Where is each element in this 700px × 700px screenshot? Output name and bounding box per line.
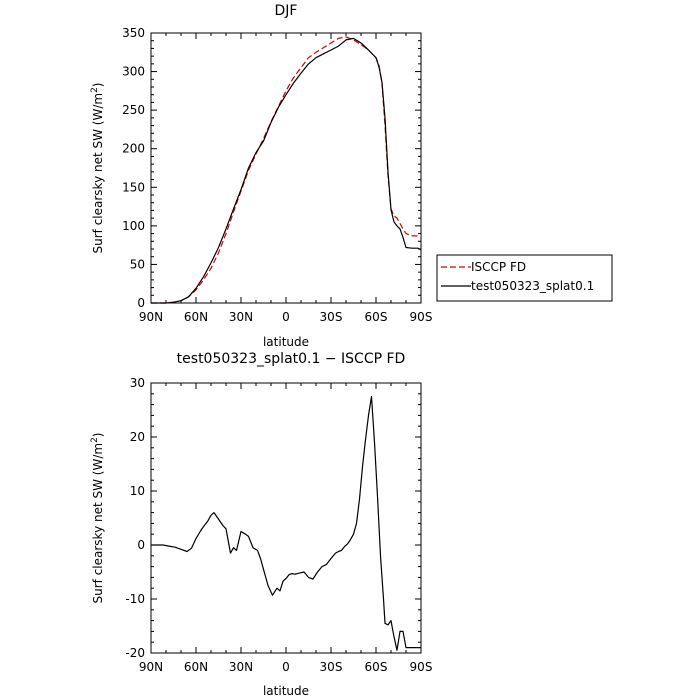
bottom-x-tick-label: 30S (320, 660, 343, 674)
top-x-axis: 90N 60N 30N 0 30S 60S 90S (139, 33, 433, 324)
bottom-plot-area (150, 382, 422, 654)
bottom-y-tick-label: 10 (130, 484, 145, 498)
bottom-x-tick-label: 90N (139, 660, 163, 674)
legend-label-test: test050323_splat0.1 (471, 279, 594, 293)
bottom-panel: test050323_splat0.1 − ISCCP FD 90N 60N 30N… (90, 351, 432, 698)
bottom-x-axis-title: latitude (263, 684, 309, 698)
top-series-line-0 (151, 36, 421, 304)
bottom-series-line-0 (151, 395, 421, 651)
top-x-tick-label: 90N (139, 310, 163, 324)
bottom-y-tick-label: 20 (130, 430, 145, 444)
bottom-panel-title: test050323_splat0.1 − ISCCP FD (177, 351, 406, 367)
bottom-y-tick-label: -10 (125, 592, 145, 606)
bottom-y-tick-label: -20 (125, 646, 145, 660)
top-y-tick-label: 250 (122, 103, 145, 117)
bottom-series-group (151, 395, 421, 651)
top-x-tick-label: 30N (229, 310, 253, 324)
legend: ISCCP FD test050323_splat0.1 (436, 254, 613, 302)
top-panel-title: DJF (275, 3, 298, 19)
top-x-tick-label: 30S (320, 310, 343, 324)
top-y-tick-label: 350 (122, 26, 145, 40)
top-y-tick-label: 0 (137, 296, 145, 310)
top-x-tick-label: 60S (365, 310, 388, 324)
top-x-tick-label: 90S (410, 310, 433, 324)
bottom-y-axis: -20 -10 0 10 20 30 (125, 376, 421, 660)
bottom-x-axis: 90N 60N 30N 0 30S 60S 90S (139, 383, 433, 674)
bottom-x-tick-label: 90S (410, 660, 433, 674)
top-series-line-1 (151, 37, 422, 304)
bottom-y-axis-title: Surf clearsky net SW (W/m2) (90, 433, 105, 604)
top-panel: DJF 90N 60N 30N 0 30S 60S 90S 0 50 100 150 200 250 3… (90, 3, 432, 349)
bottom-x-tick-label: 60N (184, 660, 208, 674)
legend-label-isccp: ISCCP FD (471, 260, 526, 274)
top-y-tick-label: 200 (122, 142, 145, 156)
top-y-tick-label: 50 (130, 257, 145, 271)
legend-box (436, 254, 613, 302)
bottom-y-tick-label: 30 (130, 376, 145, 390)
bottom-y-tick-label: 0 (137, 538, 145, 552)
top-y-axis-title: Surf clearsky net SW (W/m2) (90, 83, 105, 254)
bottom-x-tick-label: 30N (229, 660, 253, 674)
top-y-tick-label: 300 (122, 65, 145, 79)
top-x-tick-label: 0 (282, 310, 290, 324)
top-x-tick-label: 60N (184, 310, 208, 324)
bottom-x-tick-label: 60S (365, 660, 388, 674)
top-y-axis: 0 50 100 150 200 250 300 350 (122, 26, 421, 310)
top-x-axis-title: latitude (263, 335, 309, 349)
top-y-tick-label: 100 (122, 219, 145, 233)
top-series-group (151, 36, 422, 304)
bottom-x-tick-label: 0 (282, 660, 290, 674)
top-y-tick-label: 150 (122, 180, 145, 194)
